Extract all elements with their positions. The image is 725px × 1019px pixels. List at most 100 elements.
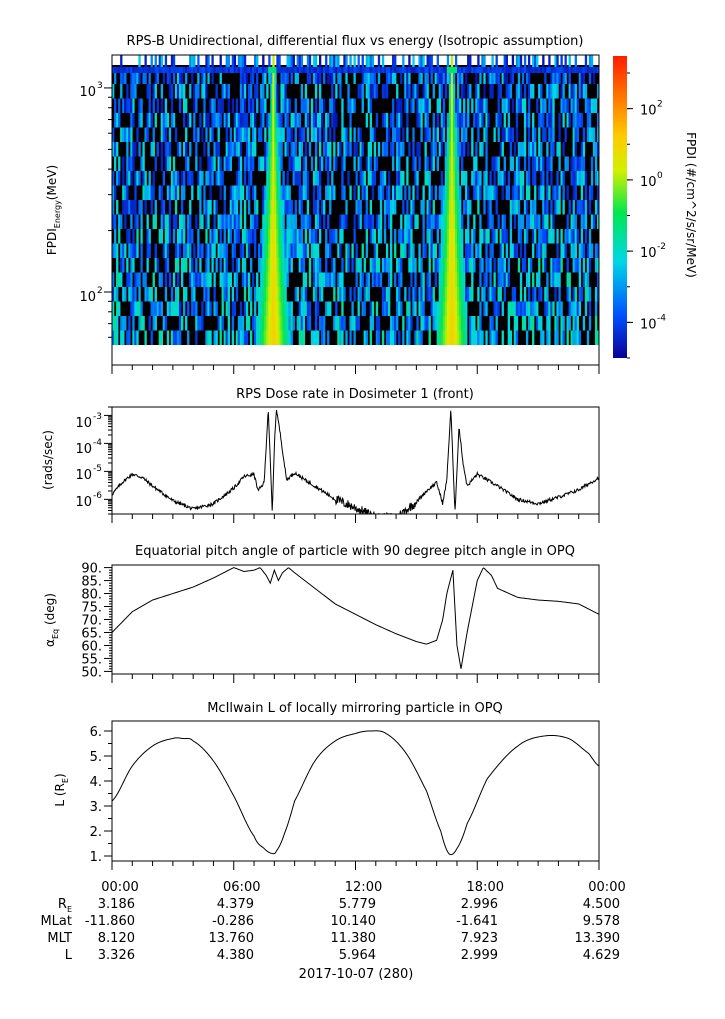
spectrogram-cell (205, 67, 208, 73)
spectrogram-cell (375, 84, 379, 99)
spectrogram-cell (396, 98, 399, 113)
spectrogram-cell (282, 69, 285, 84)
ytick-exp: 2 (97, 286, 103, 296)
spectrogram-cell (523, 243, 527, 258)
spectrogram-cell (280, 258, 283, 273)
spectrogram-cell (349, 330, 352, 345)
spectrogram-cell (239, 113, 243, 128)
spectrogram-cell (414, 272, 417, 287)
spectrogram-cell (527, 287, 531, 302)
spectrogram-cell (227, 287, 230, 302)
spectrogram-cell (260, 127, 263, 142)
spectrogram-cell (572, 258, 575, 273)
spectrogram-cell (477, 171, 480, 186)
pitch-ytick-label: 50. (81, 665, 102, 680)
spectrogram-cell (112, 142, 115, 157)
spectrogram-cell (574, 84, 577, 99)
spectrogram-cell (390, 214, 393, 229)
spectrogram-cell (375, 301, 379, 316)
spectrogram-cell (201, 214, 204, 229)
spectrogram-cell (578, 330, 582, 345)
spectrogram-cell (294, 243, 297, 258)
spectrogram-cell (245, 67, 249, 73)
spectrogram-cell (323, 214, 326, 229)
spectrogram-cell (231, 55, 235, 70)
spectrogram-cell (424, 127, 427, 142)
spectrogram-cell (483, 127, 486, 142)
spectrogram-cell (357, 287, 360, 302)
spectrogram-cell (272, 272, 275, 287)
spectrogram-cell (249, 142, 253, 157)
spectrogram-cell (150, 185, 153, 200)
spectrogram-cell (497, 287, 500, 302)
spectrogram-cell (418, 156, 421, 171)
spectrogram-cell (511, 185, 515, 200)
spectrogram-cell (233, 301, 237, 316)
spectrogram-cell (424, 316, 427, 331)
spectrogram-cell (290, 200, 293, 215)
spectrogram-cell (387, 200, 391, 215)
spectrogram-cell (288, 214, 291, 229)
spectrogram-cell (509, 229, 513, 244)
spectrogram-cell (140, 113, 143, 128)
spectrogram-cell (264, 243, 267, 258)
spectrogram-cell (359, 287, 362, 302)
spectrogram-cell (225, 67, 228, 73)
spectrogram-cell (333, 113, 336, 128)
spectrogram-cell (164, 67, 168, 73)
spectrogram-cell (339, 229, 342, 244)
spectrogram-cell (197, 243, 200, 258)
spectrogram-cell (268, 330, 271, 345)
spectrogram-cell (164, 127, 168, 142)
spectrogram-cell (463, 84, 466, 99)
spectrogram-cell (227, 214, 230, 229)
spectrogram-cell (465, 330, 468, 345)
spectrogram-cell (442, 229, 446, 244)
spectrogram-cell (280, 316, 283, 331)
spectrogram-cell (458, 229, 462, 244)
spectrogram-cell (272, 171, 275, 186)
spectrogram-cell (325, 243, 328, 258)
spectrogram-cell (254, 84, 257, 99)
spectrogram-cell (359, 214, 362, 229)
spectrogram-cell (193, 243, 196, 258)
spectrogram-cell (327, 272, 330, 287)
spectrogram-cell (266, 258, 269, 273)
spectrogram-cell (390, 69, 393, 84)
spectrogram-cell (304, 214, 308, 229)
spectrogram-cell (385, 113, 389, 128)
spectrogram-cell (116, 258, 119, 273)
spectrogram-cell (367, 272, 371, 287)
pitch-panel: Equatorial pitch angle of particle with … (43, 544, 600, 683)
colorbar-tick-base: 10 (640, 317, 657, 332)
spectrogram-cell (519, 67, 523, 73)
spectrogram-cell (487, 214, 490, 229)
spectrogram-cell (450, 67, 454, 73)
spectrogram-cell (511, 200, 515, 215)
spectrogram-cell (199, 185, 202, 200)
spectrogram-cell (511, 156, 515, 171)
spectrogram-cell (485, 243, 488, 258)
spectrogram-cell (379, 229, 383, 244)
spectrogram-cell (454, 200, 458, 215)
spectrogram-cell (373, 84, 377, 99)
spectrogram-cell (341, 272, 344, 287)
spectrogram-cell (578, 171, 582, 186)
spectrogram-cell (461, 330, 464, 345)
spectrogram-cell (548, 316, 551, 331)
spectrogram-cell (262, 185, 265, 200)
spectrogram-cell (264, 316, 267, 331)
spectrogram-cell (130, 272, 133, 287)
spectrogram-cell (461, 127, 464, 142)
spectrogram-cell (532, 287, 535, 302)
ephemeris-value: 7.923 (461, 931, 498, 946)
spectrogram-cell (243, 67, 247, 73)
spectrogram-cell (570, 171, 573, 186)
spectrogram-cell (432, 200, 435, 215)
spectrogram-cell (454, 301, 458, 316)
spectrogram-cell (584, 67, 588, 73)
spectrogram-cell (252, 185, 255, 200)
spectrogram-cell (465, 229, 468, 244)
spectrogram-cell (479, 185, 482, 200)
spectrogram-cell (530, 200, 533, 215)
